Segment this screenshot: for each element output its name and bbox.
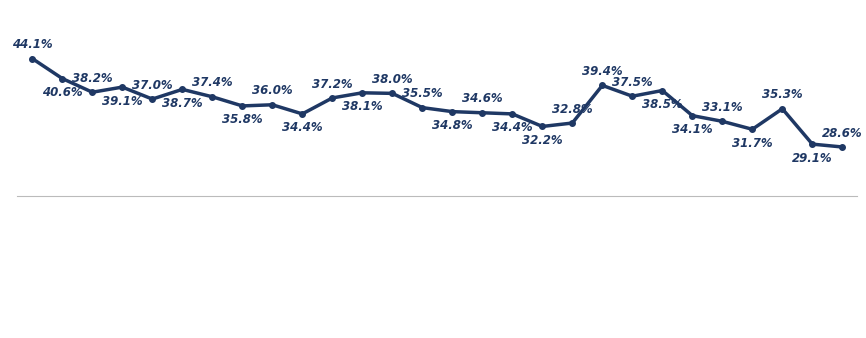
Text: 35.8%: 35.8% — [222, 113, 262, 126]
Text: 38.1%: 38.1% — [342, 100, 383, 113]
Text: 35.3%: 35.3% — [762, 88, 803, 101]
Text: 38.7%: 38.7% — [162, 97, 203, 110]
Text: 29.1%: 29.1% — [792, 151, 832, 165]
Text: 28.6%: 28.6% — [822, 126, 863, 140]
Text: 32.8%: 32.8% — [552, 103, 592, 116]
Text: 37.4%: 37.4% — [192, 76, 233, 89]
Text: 37.0%: 37.0% — [132, 79, 172, 92]
Text: 44.1%: 44.1% — [12, 38, 53, 51]
Text: 34.4%: 34.4% — [492, 121, 533, 134]
Text: 38.5%: 38.5% — [642, 98, 682, 111]
Text: 37.2%: 37.2% — [312, 77, 352, 91]
Text: 35.5%: 35.5% — [402, 87, 443, 100]
Text: 37.5%: 37.5% — [612, 76, 653, 89]
Text: 34.6%: 34.6% — [462, 92, 502, 105]
Text: 39.1%: 39.1% — [102, 95, 143, 107]
Text: 38.0%: 38.0% — [372, 73, 412, 86]
Text: 38.2%: 38.2% — [72, 72, 113, 85]
Text: 36.0%: 36.0% — [252, 84, 293, 97]
Text: 32.2%: 32.2% — [522, 134, 563, 147]
Text: 39.4%: 39.4% — [582, 65, 623, 78]
Text: 31.7%: 31.7% — [732, 137, 772, 150]
Text: 34.8%: 34.8% — [432, 119, 473, 132]
Text: 34.1%: 34.1% — [672, 123, 713, 136]
Text: 34.4%: 34.4% — [282, 121, 323, 134]
Text: 33.1%: 33.1% — [702, 101, 743, 114]
Text: 40.6%: 40.6% — [42, 86, 82, 99]
